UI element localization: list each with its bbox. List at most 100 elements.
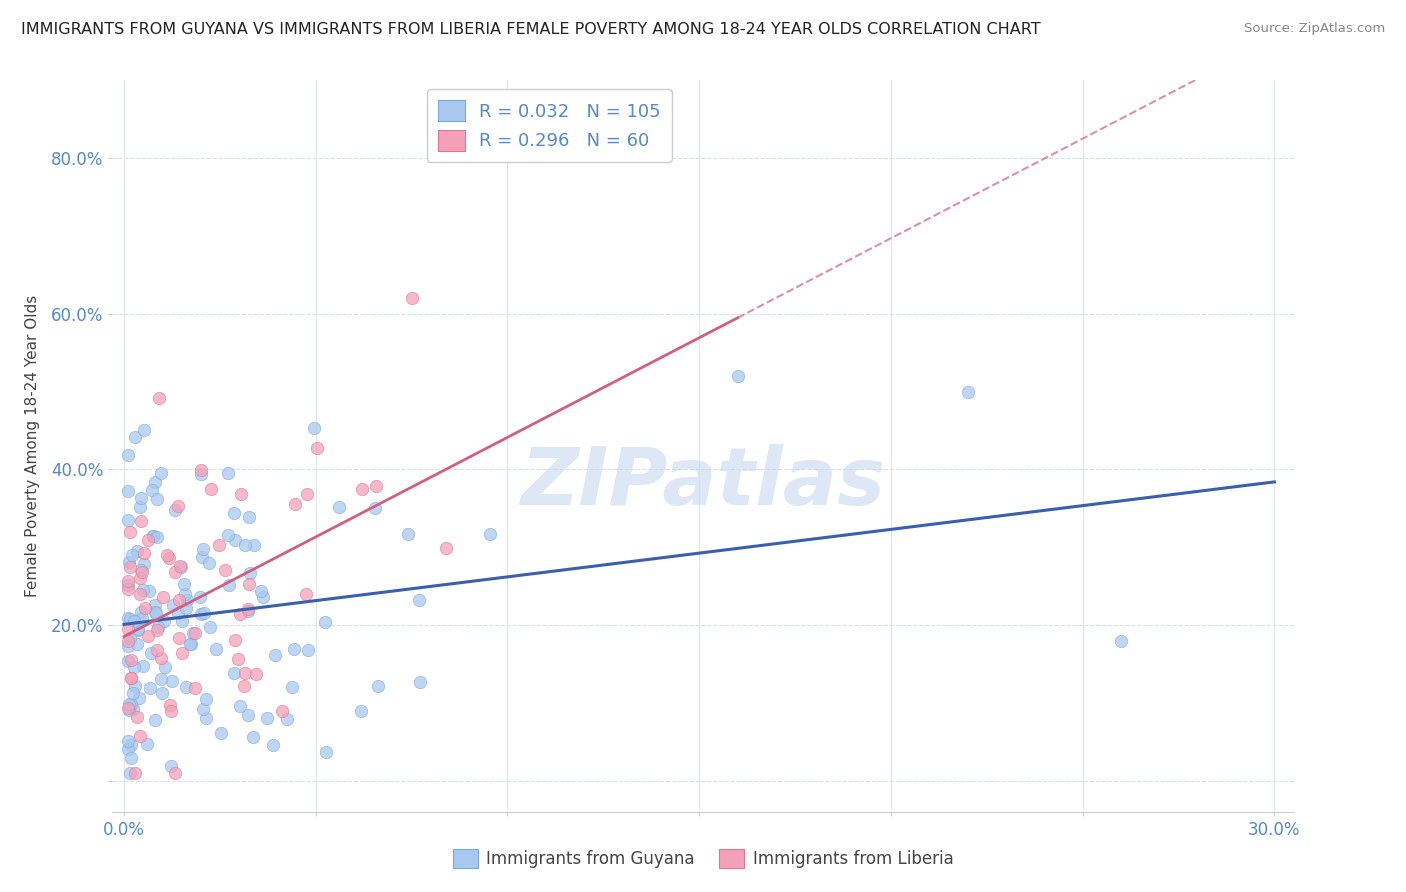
Point [120,697,142,711]
Point [174,587,197,601]
Point [170,560,193,574]
Point [143,598,166,612]
Point [302,420,325,434]
Point [142,529,165,543]
Point [328,500,350,514]
Point [118,697,141,711]
Point [956,384,979,399]
Point [252,590,274,604]
Text: ZIPatlas: ZIPatlas [520,443,886,522]
Point [122,660,145,674]
Point [152,686,174,700]
Point [132,659,155,673]
Point [478,527,501,541]
Point [117,574,139,588]
Point [184,626,207,640]
Point [120,671,142,685]
Point [124,679,146,693]
Point [283,642,305,657]
Point [217,466,239,480]
Point [139,681,162,695]
Point [238,602,260,616]
Point [165,765,187,780]
Point [224,665,246,680]
Point [235,666,257,681]
Point [224,506,246,520]
Point [1109,633,1132,648]
Point [229,487,252,501]
Point [117,633,139,648]
Point [138,533,160,548]
Point [364,479,387,493]
Point [129,491,152,505]
Point [242,538,264,552]
Point [173,576,195,591]
Legend: Immigrants from Guyana, Immigrants from Liberia: Immigrants from Guyana, Immigrants from … [446,842,960,875]
Point [188,591,211,605]
Point [145,713,167,727]
Point [295,487,318,501]
Point [198,557,221,571]
Point [174,680,197,694]
Point [217,528,239,542]
Point [218,578,240,592]
Point [193,701,215,715]
Point [229,699,252,714]
Point [160,704,183,718]
Point [190,549,212,564]
Point [117,741,139,756]
Point [160,674,183,689]
Point [297,643,319,657]
Point [170,646,193,660]
Point [238,604,260,618]
Point [204,642,226,657]
Point [155,660,177,674]
Point [238,510,260,524]
Point [145,606,167,620]
Point [180,637,202,651]
Point [208,538,231,552]
Point [156,549,179,563]
Point [139,647,162,661]
Point [131,611,153,625]
Point [146,530,169,544]
Point [120,631,142,645]
Point [167,607,190,621]
Point [165,503,187,517]
Point [118,703,141,717]
Point [176,600,198,615]
Point [129,729,152,743]
Point [125,637,148,651]
Point [121,686,143,700]
Point [191,542,214,557]
Point [121,702,143,716]
Point [160,759,183,773]
Point [120,750,142,764]
Point [295,587,318,601]
Point [118,765,141,780]
Point [262,738,284,752]
Y-axis label: Female Poverty Among 18-24 Year Olds: Female Poverty Among 18-24 Year Olds [25,295,39,597]
Point [198,620,221,634]
Point [129,563,152,577]
Point [117,484,139,499]
Point [117,448,139,462]
Point [117,639,139,653]
Point [190,467,212,481]
Point [124,765,146,780]
Point [129,514,152,528]
Point [190,463,212,477]
Point [263,648,285,662]
Point [276,712,298,726]
Point [131,565,153,579]
Point [129,571,152,585]
Point [200,482,222,496]
Point [129,605,152,619]
Point [127,623,149,637]
Point [142,529,165,543]
Point [146,620,169,634]
Point [727,368,749,383]
Point [209,726,232,740]
Point [224,533,246,547]
Point [128,587,150,601]
